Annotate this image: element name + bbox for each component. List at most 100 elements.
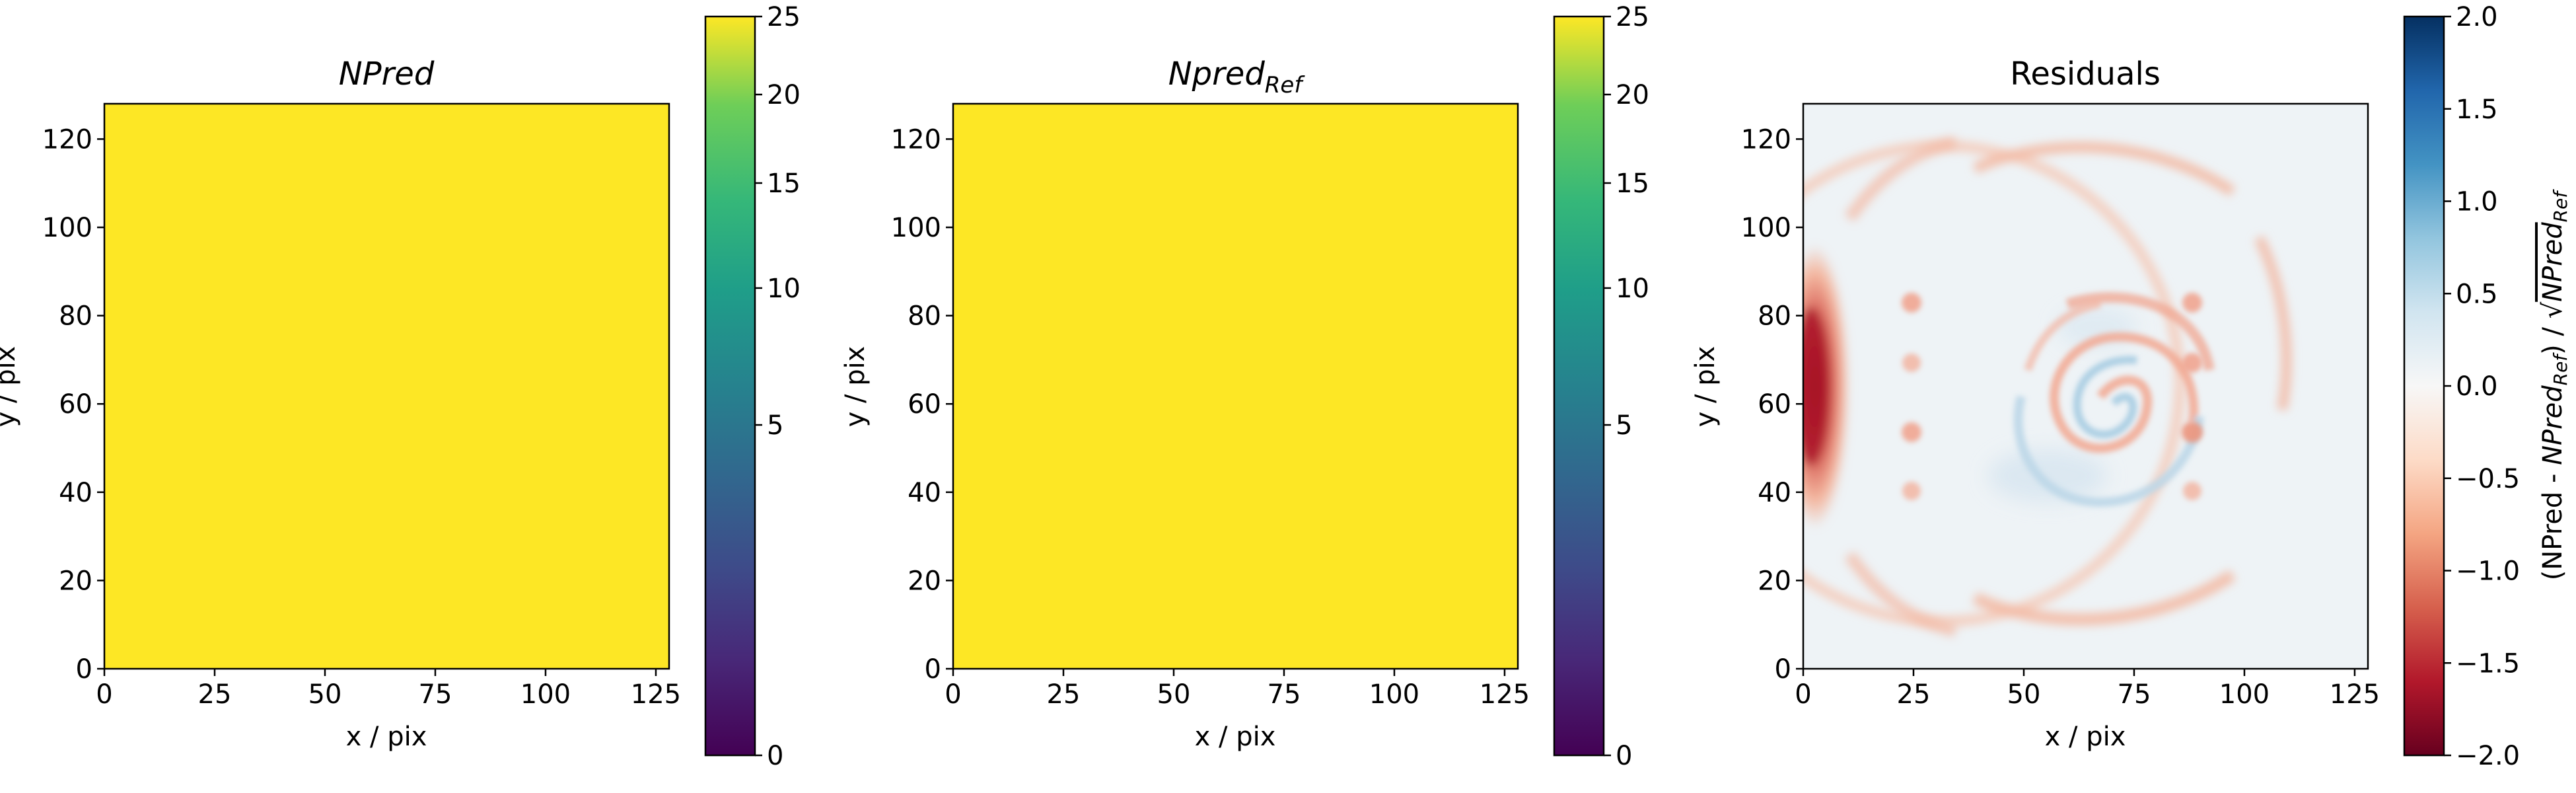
y-tick-label: 40 — [59, 478, 92, 508]
panel-1-xlabel: x / pix — [346, 722, 427, 752]
panel-3-colorbar-label: (NPred - NPredRef) / √NPredRef — [2538, 189, 2571, 581]
colorbar-tick-label: 25 — [767, 2, 801, 32]
colorbar-tick-label: 2.0 — [2456, 2, 2498, 32]
cb-label-part-3: Ref — [2550, 352, 2571, 386]
x-tick-label: 0 — [1795, 679, 1811, 710]
y-tick-label: 120 — [1741, 124, 1791, 155]
x-tick-label: 100 — [2219, 679, 2270, 710]
panel-1-colorbar-frame — [704, 15, 756, 757]
panel-1-heatmap — [104, 104, 669, 669]
x-tick-label: 125 — [2330, 679, 2380, 710]
panel-residuals: Residuals — [1690, 2, 2571, 771]
x-tick-label: 75 — [419, 679, 452, 710]
x-tick-label: 100 — [520, 679, 571, 710]
panel-2-frame — [952, 102, 1519, 670]
y-tick-label: 0 — [76, 654, 92, 685]
residual-spot — [1902, 482, 1921, 500]
cb-label-part-6: Ref — [2550, 189, 2571, 223]
y-tick-label: 120 — [891, 124, 941, 155]
colorbar-tick-label: 10 — [1616, 274, 1649, 304]
x-tick-label: 100 — [1369, 679, 1419, 710]
y-tick-label: 60 — [908, 389, 941, 420]
panel-1-yticks: 0 20 40 60 80 100 120 — [42, 124, 104, 685]
y-tick-label: 120 — [42, 124, 92, 155]
x-tick-label: 75 — [2118, 679, 2151, 710]
residual-spot — [1902, 293, 1921, 313]
y-tick-label: 100 — [891, 213, 941, 243]
y-tick-label: 60 — [1758, 389, 1791, 420]
colorbar-tick-label: 0 — [767, 741, 783, 771]
residual-spot — [1902, 422, 1921, 442]
residual-spot — [2182, 422, 2203, 443]
colorbar-tick-label: 0.0 — [2456, 371, 2498, 402]
panel-1-frame — [103, 102, 670, 670]
y-tick-label: 80 — [908, 301, 941, 332]
residual-spot — [2183, 482, 2201, 500]
colorbar-tick-label: 0 — [1616, 741, 1632, 771]
colorbar-tick-label: 15 — [767, 169, 801, 199]
y-tick-label: 0 — [925, 654, 941, 685]
x-tick-label: 50 — [308, 679, 342, 710]
y-tick-label: 80 — [1758, 301, 1791, 332]
x-tick-label: 50 — [1157, 679, 1191, 710]
y-tick-label: 80 — [59, 301, 92, 332]
x-tick-label: 25 — [198, 679, 232, 710]
panel-3-title: Residuals — [2010, 56, 2161, 93]
y-tick-label: 20 — [908, 566, 941, 596]
y-tick-label: 0 — [1775, 654, 1791, 685]
panel-3-frame — [1802, 102, 2369, 670]
panel-3-xticks: 0 25 50 75 100 125 — [1795, 669, 2380, 710]
residual-spot — [1902, 354, 1921, 372]
residual-left-crescent — [1803, 136, 1957, 637]
cb-label-part-2: NPred — [2538, 385, 2568, 465]
x-tick-label: 0 — [96, 679, 112, 710]
colorbar-tick-label: 5 — [767, 410, 783, 441]
panel-2-title: NpredRef — [1168, 56, 1306, 98]
y-tick-label: 100 — [42, 213, 92, 243]
x-tick-label: 125 — [631, 679, 681, 710]
panel-2-title-main: Npred — [1168, 56, 1266, 93]
residual-outer-ring — [1803, 140, 2292, 627]
colorbar-tick-label: −0.5 — [2456, 464, 2520, 494]
x-tick-label: 125 — [1480, 679, 1530, 710]
y-tick-label: 40 — [1758, 478, 1791, 508]
panel-1-ylabel: y / pix — [0, 346, 21, 428]
colorbar-tick-label: 1.5 — [2456, 94, 2498, 125]
panel-2-colorbar-ticks: 0 5 10 15 20 25 — [1604, 2, 1649, 771]
panel-2-xticks: 0 25 50 75 100 125 — [945, 669, 1530, 710]
residual-spot — [2182, 293, 2202, 313]
colorbar-tick-label: 25 — [1616, 2, 1649, 32]
panel-2-yticks: 0 20 40 60 80 100 120 — [891, 124, 953, 685]
residual-spot — [2182, 353, 2202, 373]
colorbar-tick-label: 10 — [767, 274, 801, 304]
x-tick-label: 50 — [2007, 679, 2041, 710]
panel-3-colorbar — [2404, 17, 2444, 755]
y-tick-label: 20 — [1758, 566, 1791, 596]
colorbar-tick-label: −1.5 — [2456, 648, 2520, 679]
colorbar-tick-label: 0.5 — [2456, 279, 2498, 309]
colorbar-tick-label: 20 — [767, 80, 801, 110]
panel-3-xlabel: x / pix — [2045, 722, 2126, 752]
cb-label-part-4: ) / √ — [2538, 301, 2568, 355]
panel-1-colorbar — [705, 17, 755, 755]
colorbar-tick-label: 5 — [1616, 410, 1632, 441]
y-tick-label: 100 — [1741, 213, 1791, 243]
residual-inner-spiral — [2013, 292, 2215, 508]
panel-2-title-sub: Ref — [1265, 72, 1306, 98]
panel-1-title: NPred — [339, 56, 435, 93]
y-tick-label: 60 — [59, 389, 92, 420]
y-tick-label: 40 — [908, 478, 941, 508]
panel-2-xlabel: x / pix — [1195, 722, 1276, 752]
x-tick-label: 25 — [1897, 679, 1931, 710]
colorbar-tick-label: 20 — [1616, 80, 1649, 110]
colorbar-tick-label: 1.0 — [2456, 187, 2498, 217]
y-tick-label: 20 — [59, 566, 92, 596]
x-tick-label: 25 — [1047, 679, 1081, 710]
panel-2-colorbar-frame — [1553, 15, 1605, 757]
panel-2-ylabel: y / pix — [840, 346, 871, 428]
colorbar-tick-label: −1.0 — [2456, 556, 2520, 587]
panel-3-colorbar-ticks: −2.0 −1.5 −1.0 −0.5 0.0 0.5 1.0 1.5 2.0 — [2444, 2, 2520, 771]
